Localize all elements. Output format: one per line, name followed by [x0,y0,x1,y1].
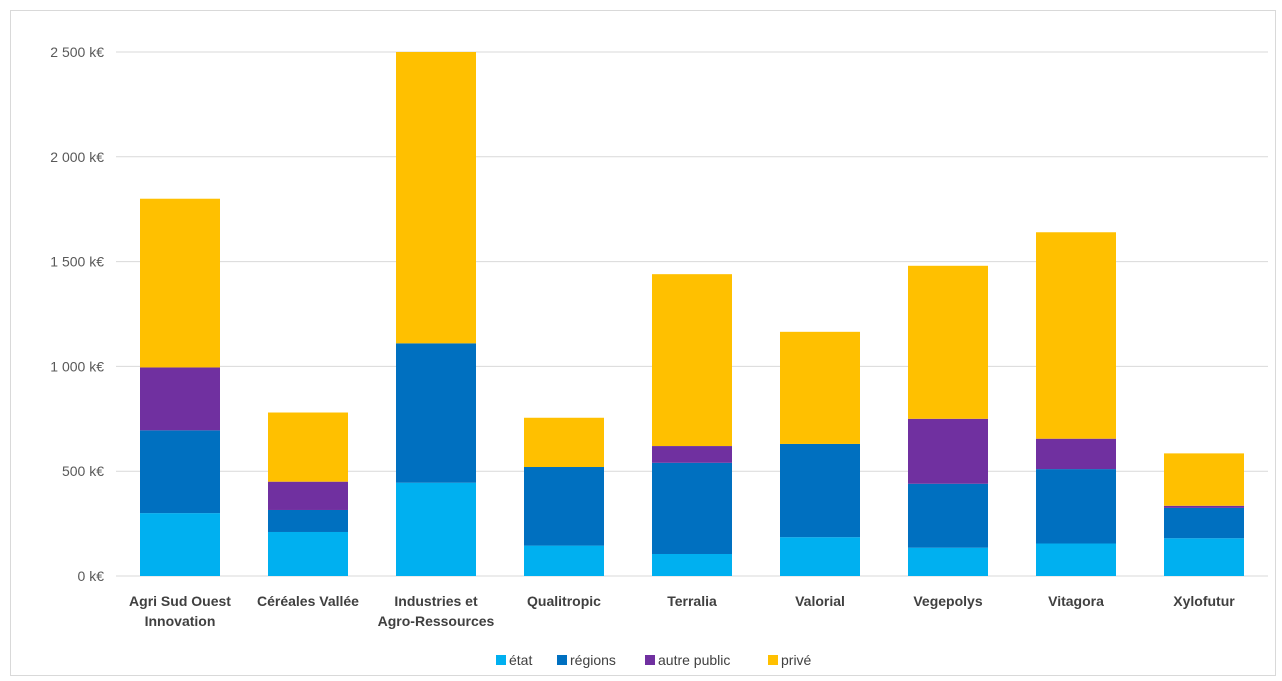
bar-segment [908,265,988,419]
bar-segment [908,483,988,548]
bar-segment [1036,438,1116,470]
legend: état régions autre public privé [496,652,812,668]
bar-segment [524,417,604,468]
x-tick-label: Qualitropic [527,593,601,609]
x-tick-label-line: Industries et [394,593,478,609]
x-tick-label-line: Vegepolys [913,593,982,609]
bar-segment [780,331,860,444]
x-axis-ticks: Agri Sud Ouest Innovation Céréales Vallée I… [129,593,1235,629]
bar-segment [652,553,732,576]
y-tick-label: 1 500 k€ [50,254,104,270]
bar-segment [140,367,220,431]
legend-label: état [509,652,532,668]
bar-segment [1164,507,1244,539]
bar-segment [908,547,988,576]
bar-segment [140,513,220,576]
bar-segment [268,531,348,576]
bar-segment [652,462,732,554]
bar-segment [268,509,348,532]
y-tick-label: 2 500 k€ [50,44,104,60]
y-axis-ticks: 0 k€ 500 k€ 1 000 k€ 1 500 k€ 2 000 k€ 2 500 … [50,44,104,584]
x-tick-label-line: Céréales Vallée [257,593,359,609]
bar-segment [1164,453,1244,506]
bar-segment [780,443,860,538]
legend-swatch [557,655,567,665]
bar-segment [268,481,348,510]
x-tick-label-line: Vitagora [1048,593,1104,609]
x-tick-label: Agri Sud Ouest Innovation [129,593,231,629]
legend-label: autre public [658,652,730,668]
x-tick-label-line: Valorial [795,593,845,609]
x-tick-label: Vitagora [1048,593,1104,609]
x-tick-label-line: Agro-Ressources [378,613,495,629]
bar-segment [396,52,476,344]
bar-segment [396,482,476,576]
bar-segment [908,418,988,484]
y-tick-label: 0 k€ [78,568,105,584]
x-tick-label: Terralia [667,593,717,609]
bar-segment [780,537,860,576]
bar-segment [140,430,220,514]
bar-segment [1036,232,1116,439]
x-tick-label: Céréales Vallée [257,593,359,609]
bar-segment [268,412,348,482]
bar-segment [1036,543,1116,576]
x-tick-label-line: Agri Sud Ouest [129,593,231,609]
bar-segment [524,545,604,576]
bar-segment [524,467,604,546]
x-tick-label-line: Innovation [145,613,216,629]
x-tick-label: Valorial [795,593,845,609]
x-tick-label-line: Terralia [667,593,717,609]
x-tick-label: Xylofutur [1173,593,1235,609]
bar-segment [652,446,732,463]
x-tick-label: Industries et Agro-Ressources [378,593,495,629]
legend-swatch [496,655,506,665]
legend-label: privé [781,652,812,668]
x-tick-label: Vegepolys [913,593,982,609]
bars [140,52,1244,576]
bar-segment [1164,505,1244,508]
legend-swatch [768,655,778,665]
bar-segment [140,198,220,368]
x-tick-label-line: Xylofutur [1173,593,1235,609]
x-tick-label-line: Qualitropic [527,593,601,609]
bar-segment [652,274,732,447]
bar-segment [1164,538,1244,576]
bar-segment [1036,469,1116,544]
legend-swatch [645,655,655,665]
y-tick-label: 1 000 k€ [50,358,104,374]
legend-label: régions [570,652,616,668]
bar-segment [396,343,476,483]
y-tick-label: 2 000 k€ [50,149,104,165]
y-tick-label: 500 k€ [62,463,104,479]
